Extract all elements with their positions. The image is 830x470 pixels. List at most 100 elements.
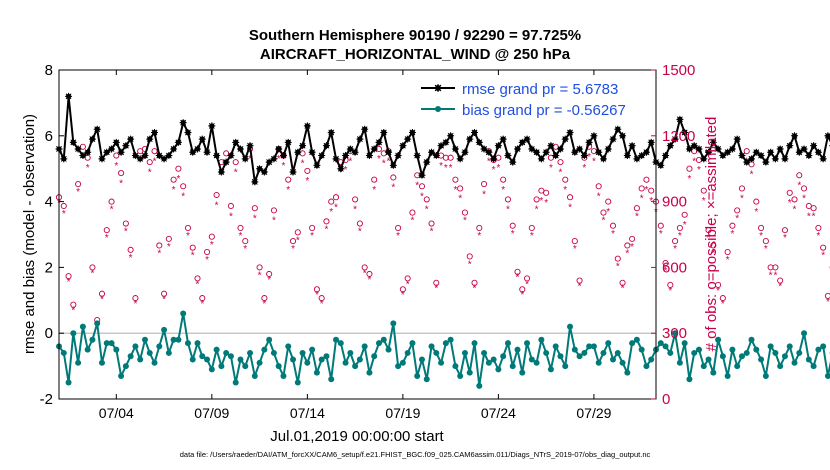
bias-point — [347, 349, 354, 356]
obs-assimilated-point: * — [258, 270, 262, 281]
rmse-point-star — [571, 148, 579, 156]
obs-possible-point — [481, 181, 488, 188]
bias-point — [590, 343, 597, 350]
obs-possible-point — [461, 209, 469, 216]
rmse-point — [800, 145, 808, 153]
obs-assimilated-point: * — [683, 220, 687, 231]
rmse-point — [480, 145, 488, 153]
rmse-point-star — [800, 145, 808, 153]
rmse-point-star — [513, 145, 521, 153]
bias-point — [165, 349, 172, 356]
bias-point — [471, 340, 478, 347]
obs-possible-point — [734, 207, 741, 214]
obs-assimilated-point: * — [592, 156, 596, 167]
bias-point — [514, 346, 521, 353]
rmse-point-star — [279, 152, 287, 160]
rmse-point-star — [628, 142, 636, 150]
y-tick-label: 0 — [45, 325, 53, 342]
bias-point — [313, 369, 320, 376]
obs-assimilated-point: * — [668, 286, 672, 297]
obs-possible-point — [285, 176, 292, 183]
bias-point — [753, 346, 760, 353]
obs-possible-point — [103, 227, 110, 234]
rmse-point — [685, 145, 693, 153]
legend-bias-label: bias grand pr = -0.56267 — [462, 102, 626, 119]
rmse-point-star — [461, 148, 469, 156]
rmse-point-star — [84, 148, 92, 156]
rmse-point-star — [251, 178, 259, 186]
rmse-point — [79, 152, 87, 160]
rmse-point-star — [719, 152, 727, 160]
bias-point — [356, 356, 363, 363]
obs-assimilated-point: * — [582, 163, 586, 174]
rmse-point — [528, 145, 536, 153]
rmse-point — [227, 152, 235, 160]
bias-point — [743, 349, 750, 356]
obs-assimilated-point: * — [181, 192, 185, 203]
bias-point — [414, 372, 421, 379]
rmse-point-star — [509, 158, 517, 166]
rmse-point-star — [743, 158, 751, 166]
obs-possible-point — [433, 279, 440, 286]
rmse-point-star — [781, 155, 789, 163]
obs-assimilated-point: * — [100, 295, 104, 306]
rmse-point — [619, 132, 627, 140]
rmse-point — [494, 142, 502, 150]
bias-point — [586, 343, 593, 350]
obs-assimilated-point: * — [353, 205, 357, 216]
bias-point — [466, 369, 473, 376]
obs-possible-point — [781, 227, 789, 234]
bias-point — [218, 363, 225, 370]
bias-point — [777, 363, 784, 370]
y-tick-label: 6 — [45, 128, 53, 145]
obs-possible-point — [261, 295, 268, 302]
bias-point — [141, 336, 148, 343]
obs-possible-point — [796, 172, 803, 179]
bias-point — [180, 310, 187, 317]
obs-assimilated-point: * — [816, 231, 820, 242]
rmse-point-star — [623, 152, 631, 160]
rmse-point-star — [170, 145, 178, 153]
rmse-point — [289, 168, 297, 176]
bias-point — [375, 340, 382, 347]
y2-tick-label: 0 — [662, 391, 670, 408]
obs-assimilated-point: * — [778, 281, 782, 292]
bias-point — [395, 363, 402, 370]
obs-possible-point — [543, 189, 550, 196]
rmse-point — [256, 165, 264, 173]
rmse-point — [117, 148, 125, 156]
bias-point — [161, 326, 168, 333]
rmse-point — [322, 142, 330, 150]
obs-assimilated-point: * — [578, 281, 582, 292]
obs-possible-point — [213, 191, 220, 199]
obs-assimilated-point: * — [640, 194, 644, 205]
bias-point — [98, 359, 105, 366]
rmse-point — [638, 152, 646, 160]
rmse-point — [451, 145, 459, 153]
obs-possible-point — [366, 270, 373, 278]
rmse-point — [609, 135, 617, 143]
obs-possible-point — [146, 159, 153, 166]
obs-possible-point — [629, 235, 636, 242]
obs-assimilated-point: * — [282, 161, 286, 172]
rmse-point — [370, 145, 378, 153]
rmse-point — [385, 148, 393, 156]
bias-point — [352, 363, 359, 370]
obs-assimilated-point: * — [430, 227, 434, 238]
rmse-point-star — [65, 92, 73, 100]
obs-possible-point — [75, 181, 82, 188]
rmse-point — [595, 148, 603, 156]
rmse-point — [189, 148, 197, 156]
rmse-point-star — [776, 145, 784, 153]
obs-assimilated-point: * — [587, 152, 591, 163]
obs-assimilated-point: * — [530, 231, 534, 242]
obs-assimilated-point: * — [239, 231, 243, 242]
obs-assimilated-point: * — [735, 213, 739, 224]
obs-assimilated-point: * — [191, 251, 195, 262]
rmse-point — [232, 138, 240, 146]
rmse-point-star — [337, 165, 345, 173]
rmse-point — [208, 122, 216, 130]
obs-assimilated-point: * — [167, 242, 171, 253]
bias-point — [643, 363, 650, 370]
bias-point — [108, 340, 115, 347]
